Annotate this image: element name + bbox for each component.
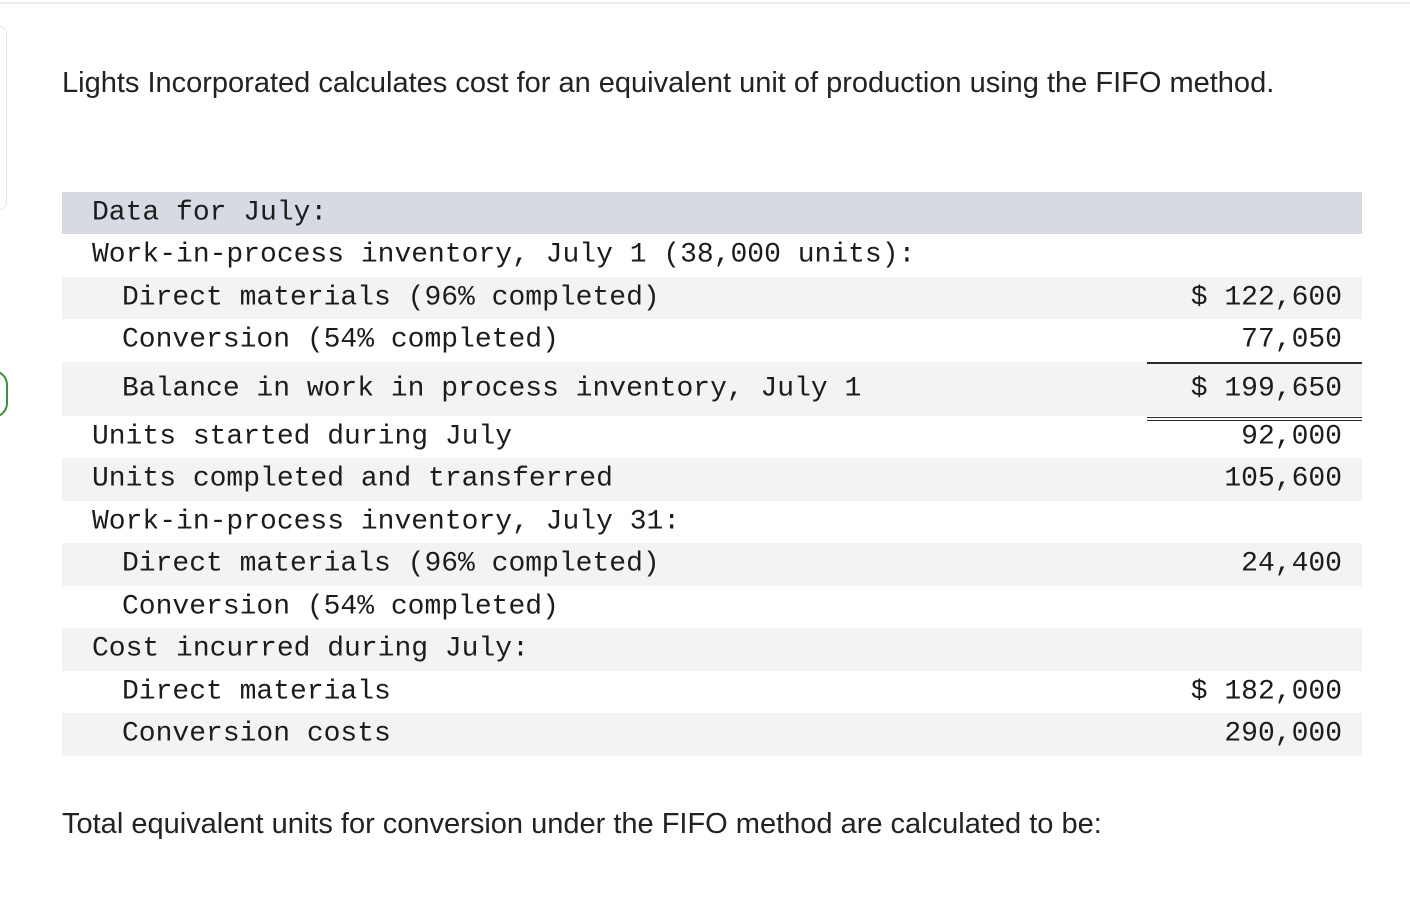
row-value: $ 199,650 (1190, 373, 1342, 404)
row-label: Conversion costs (122, 718, 391, 750)
side-status-marker[interactable] (0, 370, 8, 418)
table-row: Direct materials (96% completed) 24,400 (62, 543, 1362, 586)
table-header: Data for July: (92, 197, 328, 229)
table-row: Work-in-process inventory, July 31: (62, 501, 1362, 544)
question-prompt: Total equivalent units for conversion un… (62, 808, 1102, 840)
row-label: Conversion (54% completed) (122, 324, 559, 356)
row-label: Work-in-process inventory, July 31: (92, 506, 681, 538)
subtotal-underline (1147, 362, 1362, 364)
side-panel-edge (0, 26, 7, 210)
table-row: Work-in-process inventory, July 1 (38,00… (62, 234, 1362, 277)
row-value: $ 182,000 (1190, 676, 1342, 708)
table-row: Conversion (54% completed) 77,050 (62, 319, 1362, 362)
row-value: 92,000 (1241, 421, 1342, 453)
row-value: $ 122,600 (1190, 282, 1342, 314)
table-row-subtotal: Balance in work in process inventory, Ju… (62, 361, 1362, 416)
data-table: Data for July: Work-in-process inventory… (62, 192, 1362, 756)
row-label: Cost incurred during July: (92, 633, 529, 665)
row-value: 24,400 (1241, 548, 1342, 580)
question-intro: Lights Incorporated calculates cost for … (62, 67, 1275, 99)
row-value: 290,000 (1224, 718, 1342, 750)
row-label: Direct materials (96% completed) (122, 548, 660, 580)
table-row: Direct materials $ 182,000 (62, 671, 1362, 714)
table-row: Units completed and transferred 105,600 (62, 458, 1362, 501)
row-label: Direct materials (96% completed) (122, 282, 660, 314)
row-label: Direct materials (122, 676, 391, 708)
table-row: Direct materials (96% completed) $ 122,6… (62, 276, 1362, 319)
table-row: Conversion (54% completed) (62, 586, 1362, 629)
table-row: Units started during July 92,000 (62, 416, 1362, 459)
table-row: Cost incurred during July: (62, 628, 1362, 671)
row-label: Balance in work in process inventory, Ju… (122, 373, 862, 404)
top-divider (0, 2, 1410, 4)
row-label: Work-in-process inventory, July 1 (38,00… (92, 239, 916, 271)
table-header-row: Data for July: (62, 192, 1362, 234)
table-row: Conversion costs 290,000 (62, 713, 1362, 756)
row-value: 77,050 (1241, 324, 1342, 356)
row-label: Conversion (54% completed) (122, 591, 559, 623)
total-double-underline (1147, 417, 1362, 421)
row-label: Units completed and transferred (92, 463, 613, 495)
row-label: Units started during July (92, 421, 513, 453)
row-value: 105,600 (1224, 463, 1342, 495)
